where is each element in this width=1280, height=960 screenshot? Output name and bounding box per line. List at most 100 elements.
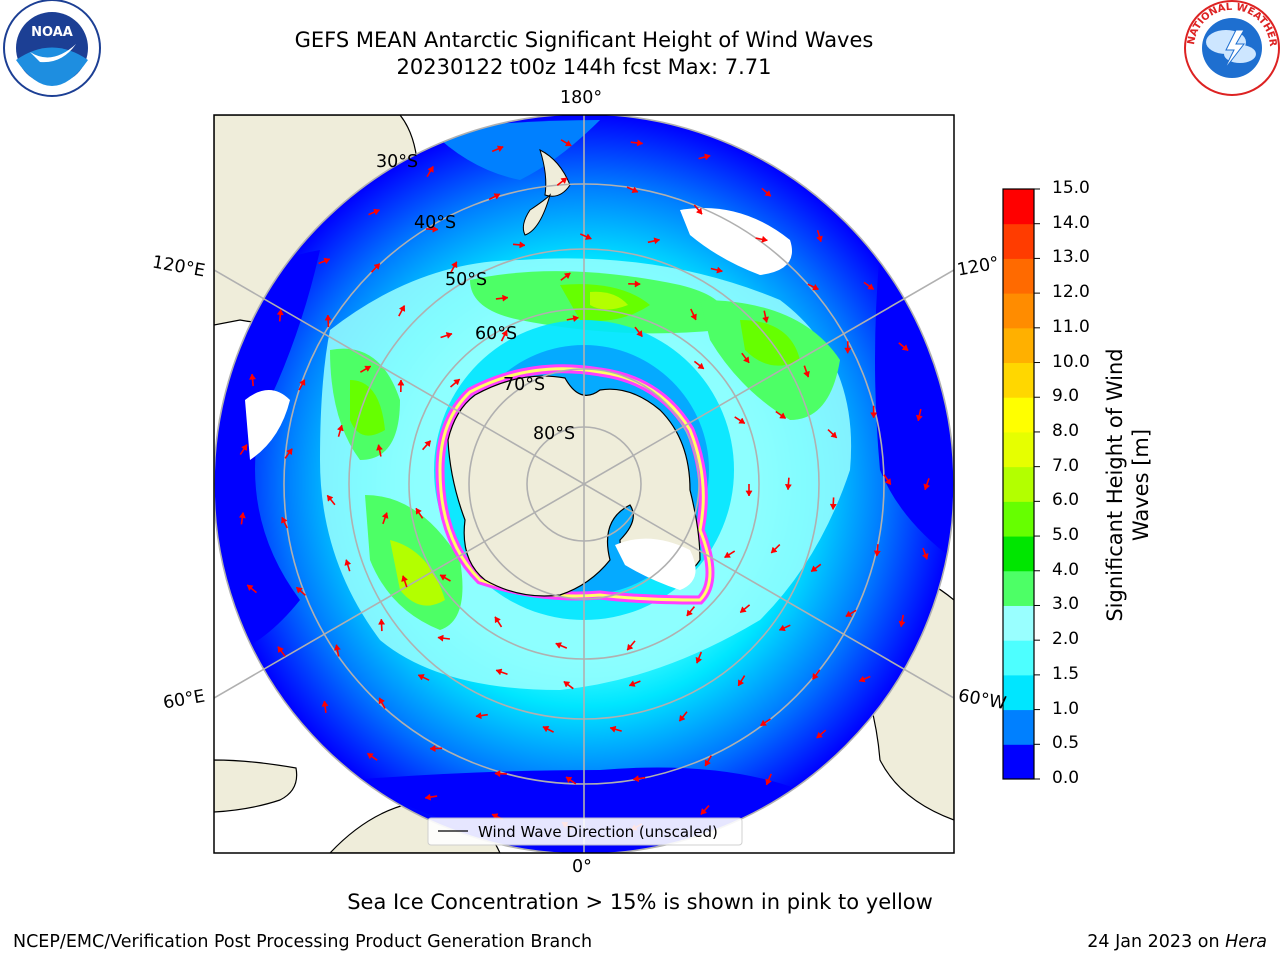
wave-arrow-head <box>653 237 661 245</box>
wave-arrow-head <box>376 444 383 451</box>
wave-arrow-head <box>321 700 329 707</box>
wave-arrow-head <box>858 675 866 683</box>
wave-arrow-head <box>724 551 731 558</box>
wave-arrow-head <box>572 315 579 323</box>
nws-logo: NATIONAL WEATHER SERVICE <box>0 0 1280 96</box>
map-frame <box>213 114 955 854</box>
wave-arrow-head <box>829 503 837 510</box>
wave-arrow-head <box>453 378 461 386</box>
wave-arrow-head <box>901 344 909 351</box>
wave-arrow-head <box>502 294 509 302</box>
wave-arrow-head <box>686 609 694 617</box>
lat-label-40s: 40°S <box>414 213 457 233</box>
colorbar-tick-label: 5.0 <box>1052 525 1080 546</box>
colorbar-tick-label: 1.5 <box>1052 663 1080 684</box>
wave-arrow-head <box>695 207 703 215</box>
wave-arrow-head <box>475 712 482 720</box>
wave-arrow-head <box>401 575 408 582</box>
lon-label-180: 180° <box>560 88 603 108</box>
lat-label-30s: 30°S <box>376 152 419 172</box>
wave-arrow-head <box>415 507 422 515</box>
wave-arrow-head <box>397 379 405 386</box>
wave-arrow-head <box>810 565 818 572</box>
map-area: Wind Wave Direction (unscaled) <box>214 115 954 853</box>
wave-arrow-head <box>555 642 563 649</box>
wave-arrow-head <box>690 313 697 321</box>
colorbar-tick-label: 14.0 <box>1052 212 1090 233</box>
lat-label-60s: 60°S <box>475 324 518 344</box>
wave-arrow-head <box>632 775 640 783</box>
wave-arrow-head <box>277 646 285 654</box>
wave-arrow-head <box>745 490 753 497</box>
wave-arrow-head <box>519 241 526 249</box>
wave-arrow-head <box>739 606 747 613</box>
wave-arrow-head <box>873 550 881 557</box>
wave-arrow-head <box>738 417 746 424</box>
wave-arrow-head <box>367 753 374 760</box>
wave-arrow-head <box>296 586 303 594</box>
wave-arrow-head <box>915 414 923 422</box>
wave-arrow-head <box>636 330 643 337</box>
wave-arrow-head <box>695 656 703 664</box>
wave-arrow-head <box>564 140 572 147</box>
wave-arrow-head <box>803 370 810 378</box>
wave-arrow-head <box>494 770 501 778</box>
wave-arrow-head <box>812 283 819 291</box>
colorbar-segment <box>1003 570 1034 606</box>
wave-arrow-head <box>240 444 248 452</box>
colorbar-tick-label: 0.0 <box>1052 768 1080 788</box>
wave-arrow-head <box>742 356 750 364</box>
wave-arrow-head <box>344 559 352 566</box>
wave-arrow-head <box>704 759 711 767</box>
footer-credit: NCEP/EMC/Verification Post Processing Pr… <box>13 932 593 952</box>
wave-arrow-head <box>609 725 617 733</box>
wave-arrow-head <box>495 668 503 676</box>
wave-arrow-head <box>450 261 458 269</box>
wave-arrow-head <box>762 316 769 323</box>
wave-arrow-head <box>830 431 838 439</box>
wave-arrow-head <box>844 347 852 354</box>
wave-arrow-head <box>764 190 772 197</box>
wave-arrow-head <box>812 672 819 680</box>
colorbar-tick-label: 15.0 <box>1052 178 1090 198</box>
wave-arrow-head <box>700 808 708 815</box>
wave-arrow-head <box>424 440 431 448</box>
colorbar-segment <box>1003 501 1034 537</box>
colorbar-tick-label: 4.0 <box>1052 559 1080 580</box>
wave-arrow-head <box>281 516 288 524</box>
wave-arrow-head <box>542 726 550 733</box>
colorbar-tick-label: 1.0 <box>1052 698 1080 719</box>
wave-arrow-head <box>716 266 723 274</box>
colorbar-segment <box>1003 605 1034 641</box>
colorbar-segment <box>1003 674 1034 711</box>
wave-arrow-head <box>679 714 686 722</box>
wave-arrow-head <box>398 305 406 312</box>
wave-arrow-head <box>845 610 853 617</box>
footer-host: Hera <box>1225 932 1267 952</box>
wave-arrow-head <box>496 145 504 153</box>
map-legend: Wind Wave Direction (unscaled) <box>427 817 743 846</box>
wave-arrow-head <box>628 680 636 687</box>
wave-arrow-head <box>286 448 293 456</box>
wave-arrow-head <box>501 329 508 337</box>
colorbar-segment <box>1003 744 1034 780</box>
colorbar-tick-label: 13.0 <box>1052 247 1090 268</box>
wave-arrow-head <box>276 309 284 316</box>
wave-arrow-head <box>870 412 878 419</box>
chart-subtitle: 20230122 t00z 144h fcst Max: 7.71 <box>396 55 772 79</box>
wave-arrow-head <box>336 424 344 432</box>
noaa-logo-text: NOAA <box>31 25 73 40</box>
wave-arrow-head <box>378 618 386 625</box>
wave-arrow-head <box>778 624 786 632</box>
wave-arrow-head <box>333 644 341 651</box>
sea-ice-note: Sea Ice Concentration > 15% is shown in … <box>347 890 933 914</box>
wave-arrow-head <box>381 512 389 519</box>
wave-arrow-head <box>373 208 380 216</box>
wave-arrow-head <box>364 365 372 372</box>
lat-label-70s: 70°S <box>503 375 546 395</box>
footer-date: 24 Jan 2023 on Hera <box>1087 932 1267 952</box>
colorbar-segment <box>1003 362 1034 398</box>
wave-arrow-head <box>816 731 823 739</box>
wave-arrow-head <box>299 379 306 386</box>
